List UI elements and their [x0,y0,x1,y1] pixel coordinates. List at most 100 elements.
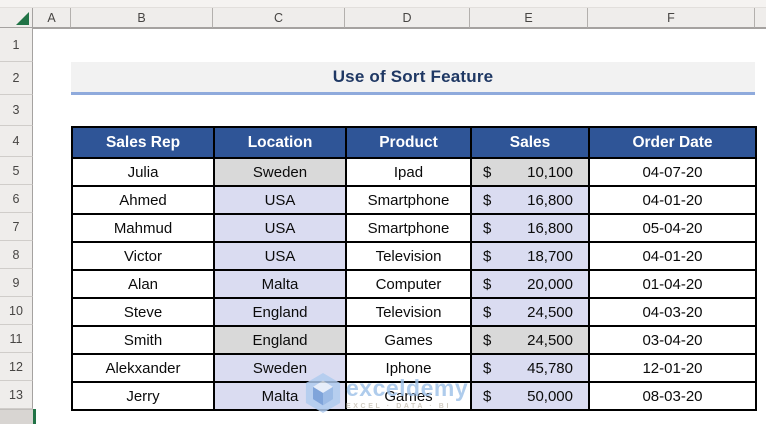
header-sales[interactable]: Sales [470,126,590,159]
cell-sales[interactable]: $ 18,700 [470,241,590,271]
cell-location[interactable]: USA [213,185,347,215]
cell-product[interactable]: Television [345,297,472,327]
cell-date[interactable]: 08-03-20 [588,381,757,411]
cell-location[interactable]: USA [213,213,347,243]
row-header-14-partial[interactable] [0,409,33,424]
sales-value: 50,000 [527,387,573,405]
sales-value: 16,800 [527,191,573,209]
row-header-6[interactable]: 6 [0,185,33,213]
row-header-4[interactable]: 4 [0,126,33,157]
currency-symbol: $ [483,275,492,293]
column-header-filler [755,8,766,28]
sales-value: 16,800 [527,219,573,237]
header-order-date[interactable]: Order Date [588,126,757,159]
cell-rep[interactable]: Jerry [71,381,215,411]
cell-date[interactable]: 04-01-20 [588,185,757,215]
cell-sales[interactable]: $ 45,780 [470,353,590,383]
row-header-10[interactable]: 10 [0,297,33,325]
cell-rep[interactable]: Julia [71,157,215,187]
cell-sales[interactable]: $ 24,500 [470,325,590,355]
cell-location[interactable]: Malta [213,269,347,299]
currency-symbol: $ [483,219,492,237]
cell-location[interactable]: USA [213,241,347,271]
column-header-e[interactable]: E [470,8,588,28]
title-cell[interactable]: Use of Sort Feature [71,62,755,95]
currency-symbol: $ [483,387,492,405]
currency-symbol: $ [483,359,492,377]
sales-value: 24,500 [527,331,573,349]
table-row: Alan Malta Computer $ 20,000 01-04-20 [71,269,757,299]
column-header-c[interactable]: C [213,8,345,28]
table-row: Mahmud USA Smartphone $ 16,800 05-04-20 [71,213,757,243]
header-location[interactable]: Location [213,126,347,159]
table-row: Julia Sweden Ipad $ 10,100 04-07-20 [71,157,757,187]
cell-product[interactable]: Smartphone [345,213,472,243]
cell-sales[interactable]: $ 10,100 [470,157,590,187]
table-row: Victor USA Television $ 18,700 04-01-20 [71,241,757,271]
cell-rep[interactable]: Steve [71,297,215,327]
cell-date[interactable]: 03-04-20 [588,325,757,355]
header-product[interactable]: Product [345,126,472,159]
cell-sales[interactable]: $ 16,800 [470,213,590,243]
cell-location[interactable]: Sweden [213,157,347,187]
cell-product[interactable]: Games [345,381,472,411]
column-header-f[interactable]: F [588,8,755,28]
cell-location[interactable]: Malta [213,381,347,411]
cell-rep[interactable]: Mahmud [71,213,215,243]
cell-product[interactable]: Ipad [345,157,472,187]
cell-date[interactable]: 04-07-20 [588,157,757,187]
table-row: Ahmed USA Smartphone $ 16,800 04-01-20 [71,185,757,215]
selection-accent [33,409,36,424]
currency-symbol: $ [483,163,492,181]
cell-date[interactable]: 12-01-20 [588,353,757,383]
row-header-1[interactable]: 1 [0,28,33,62]
table-row: Smith England Games $ 24,500 03-04-20 [71,325,757,355]
row-header-3[interactable]: 3 [0,95,33,126]
header-sales-rep[interactable]: Sales Rep [71,126,215,159]
cell-sales[interactable]: $ 50,000 [470,381,590,411]
currency-symbol: $ [483,247,492,265]
row-header-9[interactable]: 9 [0,269,33,297]
sales-value: 10,100 [527,163,573,181]
cell-rep[interactable]: Alekxander [71,353,215,383]
cell-sales[interactable]: $ 20,000 [470,269,590,299]
table-row: Alekxander Sweden Iphone $ 45,780 12-01-… [71,353,757,383]
row-header-12[interactable]: 12 [0,353,33,381]
row-header-2[interactable]: 2 [0,62,33,95]
cell-rep[interactable]: Smith [71,325,215,355]
cell-date[interactable]: 04-03-20 [588,297,757,327]
cell-date[interactable]: 04-01-20 [588,241,757,271]
column-header-a[interactable]: A [33,8,71,28]
cell-location[interactable]: Sweden [213,353,347,383]
table-header-row: Sales Rep Location Product Sales Order D… [71,126,757,159]
cell-rep[interactable]: Alan [71,269,215,299]
row-header-11[interactable]: 11 [0,325,33,353]
row-header-13[interactable]: 13 [0,381,33,409]
cell-product[interactable]: Games [345,325,472,355]
row-header-5[interactable]: 5 [0,157,33,185]
cell-product[interactable]: Smartphone [345,185,472,215]
cell-date[interactable]: 05-04-20 [588,213,757,243]
column-header-d[interactable]: D [345,8,470,28]
cell-product[interactable]: Iphone [345,353,472,383]
column-header-b[interactable]: B [71,8,213,28]
cell-sales[interactable]: $ 24,500 [470,297,590,327]
cell-date[interactable]: 01-04-20 [588,269,757,299]
sales-value: 45,780 [527,359,573,377]
cell-rep[interactable]: Victor [71,241,215,271]
cell-product[interactable]: Television [345,241,472,271]
row-header-7[interactable]: 7 [0,213,33,241]
sales-value: 24,500 [527,303,573,321]
select-all-button[interactable] [0,8,33,28]
row-header-8[interactable]: 8 [0,241,33,269]
sales-value: 18,700 [527,247,573,265]
sales-value: 20,000 [527,275,573,293]
formula-bar-divider [0,0,766,8]
cell-rep[interactable]: Ahmed [71,185,215,215]
cell-sales[interactable]: $ 16,800 [470,185,590,215]
cell-location[interactable]: England [213,297,347,327]
select-all-icon [16,12,29,25]
cell-location[interactable]: England [213,325,347,355]
cell-product[interactable]: Computer [345,269,472,299]
